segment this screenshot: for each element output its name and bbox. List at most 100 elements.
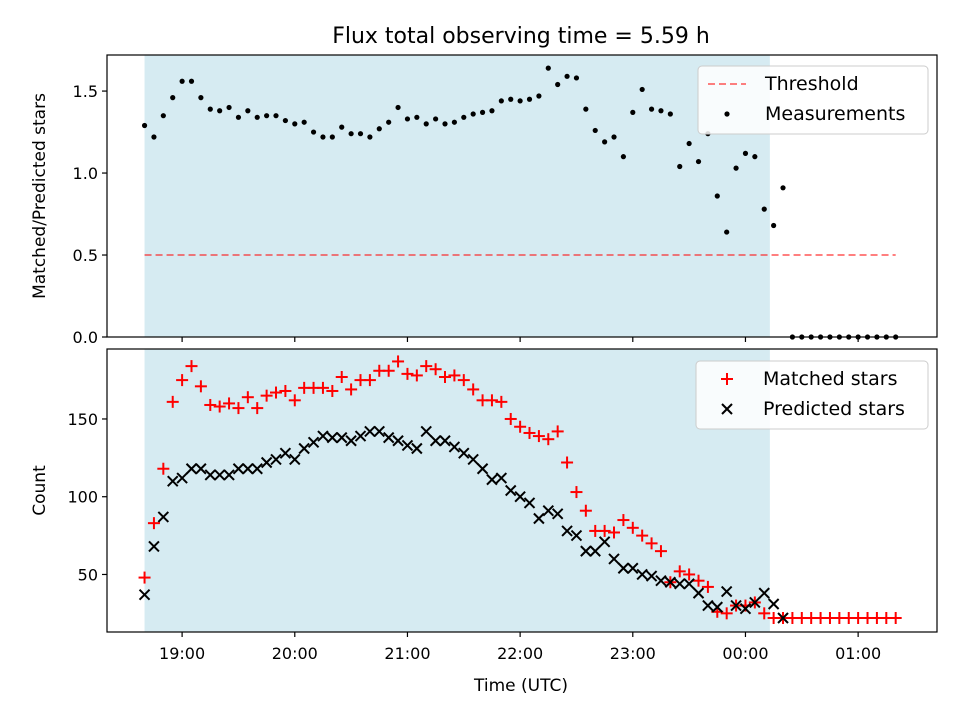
matched-star-point bbox=[683, 568, 696, 581]
matched-star-point bbox=[382, 364, 395, 377]
predicted-star-point bbox=[420, 425, 432, 438]
predicted-star-point bbox=[148, 540, 160, 553]
axes-frame-top bbox=[106, 54, 938, 338]
legend-matched-swatch bbox=[721, 373, 733, 385]
measurement-point bbox=[451, 119, 457, 125]
measurement-point bbox=[470, 111, 476, 117]
predicted-star-point bbox=[683, 578, 695, 590]
measurement-point bbox=[395, 104, 401, 111]
matched-star-point bbox=[185, 360, 198, 373]
predicted-star-point bbox=[505, 484, 517, 497]
predicted-star-point bbox=[298, 442, 310, 455]
predicted-star-point bbox=[749, 596, 761, 609]
measurement-point bbox=[254, 114, 260, 120]
matched-star-point bbox=[223, 397, 236, 410]
x-axis-ticks-bottom: 19:00 20:00 21:00 22:00 23:00 00:00 01:00 bbox=[159, 632, 881, 663]
y-tick-label: 1.5 bbox=[73, 82, 98, 101]
predicted-star-point bbox=[213, 469, 226, 481]
top-panel: 0.0 0.5 1.0 1.5 Matched/Predicted stars Thr… bbox=[30, 54, 938, 347]
measurement-point bbox=[461, 114, 467, 120]
predicted-star-point bbox=[279, 447, 292, 459]
measurement-point bbox=[658, 108, 664, 114]
measurement-point bbox=[695, 158, 702, 165]
predicted-star-point bbox=[561, 525, 573, 537]
matched-star-point bbox=[326, 384, 339, 397]
matched-star-point bbox=[420, 360, 433, 373]
y-axis-label-bottom: Count bbox=[30, 465, 50, 516]
measurement-point bbox=[573, 75, 580, 81]
matched-star-point bbox=[654, 545, 667, 558]
measurement-point bbox=[555, 81, 561, 88]
measurement-point bbox=[264, 113, 270, 119]
matched-star-point bbox=[758, 607, 771, 620]
measurement-point bbox=[733, 165, 739, 171]
measurement-point bbox=[611, 134, 617, 140]
predicted-star-point bbox=[251, 463, 263, 475]
x-tick-label: 19:00 bbox=[159, 644, 205, 663]
matched-star-point bbox=[270, 386, 283, 399]
predicted-star-point bbox=[195, 463, 207, 475]
measurement-point bbox=[639, 86, 645, 93]
measurement-point bbox=[245, 108, 251, 114]
measurement-point bbox=[160, 113, 166, 119]
measurement-point bbox=[198, 95, 204, 101]
measurement-point bbox=[517, 98, 523, 104]
matched-star-point bbox=[138, 571, 151, 584]
measurement-point bbox=[273, 113, 279, 119]
matched-star-point bbox=[579, 504, 592, 517]
legend-bottom: Matched stars Predicted stars bbox=[695, 360, 929, 430]
predicted-star-point bbox=[411, 442, 423, 455]
measurement-point bbox=[489, 108, 495, 114]
predicted-star-point bbox=[580, 545, 592, 557]
matched-star-point bbox=[889, 612, 902, 625]
matched-star-point bbox=[673, 565, 686, 578]
matched-star-point bbox=[457, 374, 470, 387]
measurement-point bbox=[217, 108, 223, 114]
measurement-point bbox=[667, 111, 673, 117]
predicted-star-point bbox=[326, 431, 339, 444]
measurement-point bbox=[536, 93, 542, 99]
measurement-point bbox=[386, 119, 392, 125]
predicted-star-point bbox=[185, 463, 198, 475]
observation-interval-shade-top bbox=[144, 55, 770, 337]
matched-star-point bbox=[485, 394, 498, 407]
measurement-point bbox=[742, 150, 749, 156]
predicted-star-point bbox=[523, 497, 536, 509]
measurement-point bbox=[508, 96, 514, 102]
matched-star-point bbox=[241, 391, 254, 404]
predicted-star-point bbox=[373, 425, 385, 438]
x-tick-label: 22:00 bbox=[497, 644, 543, 663]
measurement-point bbox=[367, 134, 373, 140]
measurement-point bbox=[282, 117, 288, 124]
predicted-star-point bbox=[138, 588, 151, 601]
predicted-star-point bbox=[589, 545, 601, 557]
matched-star-point bbox=[542, 433, 555, 446]
matched-star-point bbox=[213, 400, 226, 413]
matched-star-point bbox=[232, 402, 245, 415]
y-tick-label: 0.0 bbox=[73, 328, 98, 347]
y-tick-label: 50 bbox=[78, 565, 98, 584]
predicted-star-point bbox=[401, 439, 414, 452]
measurement-point bbox=[207, 106, 213, 112]
measurement-point bbox=[648, 106, 655, 112]
measurement-point bbox=[141, 122, 148, 129]
measurement-point bbox=[188, 78, 195, 84]
matched-star-point bbox=[176, 374, 189, 387]
bottom-panel: 50 100 150 19:00 20:00 21:00 22:00 23:00 00:00 0… bbox=[30, 348, 938, 663]
y-tick-label: 150 bbox=[67, 410, 98, 429]
measurement-point bbox=[771, 222, 777, 229]
matched-star-point bbox=[514, 420, 527, 433]
predicted-star-point bbox=[495, 472, 508, 484]
matched-star-point bbox=[392, 355, 405, 368]
predicted-star-point bbox=[242, 463, 254, 475]
matched-star-point bbox=[570, 486, 583, 499]
matched-star-point bbox=[316, 381, 329, 394]
predicted-star-point bbox=[270, 453, 282, 466]
chart-title: Flux total observing time = 5.59 h bbox=[332, 24, 710, 49]
matched-star-point bbox=[260, 389, 273, 402]
measurement-point bbox=[320, 134, 326, 140]
predicted-star-point bbox=[767, 598, 780, 610]
matched-star-point bbox=[335, 370, 348, 383]
predicted-star-point bbox=[223, 469, 235, 481]
